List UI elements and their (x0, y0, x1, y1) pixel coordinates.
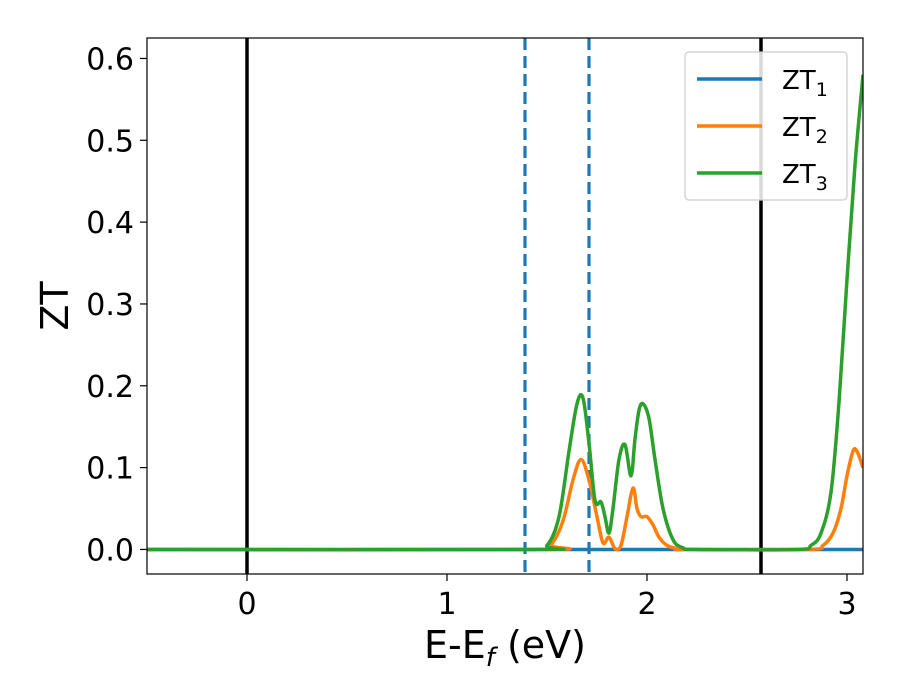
series-lines (147, 74, 863, 552)
y-tick-label: 0.5 (86, 124, 134, 159)
y-tick-label: 0.3 (86, 288, 134, 323)
x-tick-label: 1 (437, 587, 456, 622)
legend-label: ZT3 (782, 160, 828, 195)
y-tick-label: 0.6 (86, 42, 134, 77)
y-axis-title: ZT (33, 281, 77, 331)
y-tick-label: 0.4 (86, 206, 134, 241)
x-axis-title: E-Ef (eV) (424, 623, 586, 673)
legend-label: ZT1 (782, 66, 828, 101)
y-tick-label: 0.0 (86, 533, 134, 568)
legend-label: ZT2 (782, 113, 828, 148)
y-tick-label: 0.2 (86, 370, 134, 405)
y-axis: 0.0 0.1 0.2 0.3 0.4 0.5 0.6 (86, 42, 147, 568)
series-line-zt3 (147, 74, 863, 552)
x-tick-label: 0 (237, 587, 256, 622)
x-tick-label: 3 (837, 587, 856, 622)
legend: ZT1 ZT2 ZT3 (684, 51, 848, 201)
plot-frame (146, 37, 864, 575)
x-tick-label: 2 (637, 587, 656, 622)
reference-lines (245, 38, 763, 574)
x-axis: 0 1 2 3 (237, 574, 857, 622)
legend-box (684, 51, 848, 201)
series-line-zt2 (147, 446, 863, 552)
y-tick-label: 0.1 (86, 452, 134, 487)
